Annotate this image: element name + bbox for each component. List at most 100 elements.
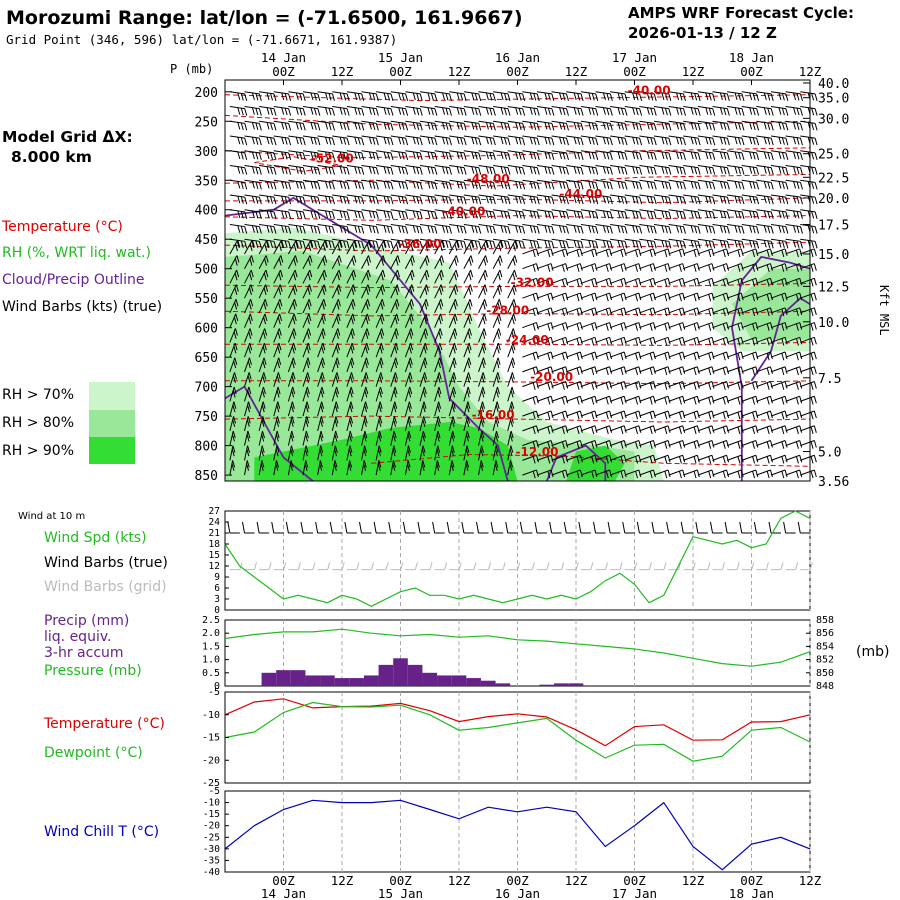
- wind-barb: [712, 120, 730, 131]
- wind-barb: [346, 401, 354, 417]
- wind-barb: [419, 386, 427, 402]
- wind-barb: [566, 135, 584, 146]
- pressure-unit: (mb): [856, 644, 889, 660]
- isotherm: [224, 147, 811, 159]
- wind-barb: [317, 357, 326, 373]
- wind-barb: [683, 135, 701, 146]
- wind-barb: [448, 430, 456, 446]
- wind-barb: [551, 223, 569, 234]
- wind-barb: [478, 299, 488, 314]
- wind-barb: [770, 381, 788, 390]
- wind-barb: [404, 342, 414, 358]
- wind-barb: [404, 372, 413, 387]
- wind-barb: [522, 351, 539, 361]
- wind-barb: [522, 179, 540, 190]
- wind-barb: [609, 454, 627, 464]
- wind-barb: [258, 269, 269, 284]
- wind-barb: [668, 135, 686, 146]
- wind-barb: [244, 240, 255, 255]
- wind-barb: [448, 284, 459, 299]
- wind-barb: [741, 454, 759, 464]
- wind-barb: [770, 469, 788, 479]
- wind-barb: [390, 416, 397, 431]
- wind-barb: [668, 381, 686, 390]
- wind-barb: [580, 120, 599, 131]
- wind-barb: [375, 299, 385, 314]
- wind-barb: [770, 135, 789, 146]
- wind-barb: [404, 357, 413, 373]
- wind-barb: [361, 269, 371, 284]
- wind-barb: [653, 263, 671, 272]
- wind-barb: [492, 240, 503, 255]
- wind-barb-grid: [551, 562, 565, 571]
- precip-bar: [437, 675, 452, 686]
- wind-barb: [595, 263, 613, 272]
- wind-barb: [361, 299, 371, 314]
- wind-barb: [639, 351, 656, 361]
- wind-barb: [434, 372, 442, 387]
- wind-barb: [507, 106, 526, 116]
- wind-barb: [434, 255, 445, 269]
- wind-barb: [595, 440, 613, 449]
- wind-barb: [244, 269, 254, 284]
- wind-barb: [258, 313, 268, 328]
- wind-barb: [551, 238, 569, 249]
- wind-barb: [536, 179, 555, 190]
- wind-barb: [434, 357, 443, 373]
- wind-barb: [375, 445, 382, 461]
- wind-barb: [244, 120, 262, 131]
- wind-barb: [595, 106, 613, 116]
- wind-barb-true: [402, 521, 416, 534]
- wind-barb: [229, 313, 239, 328]
- wind-barb: [463, 179, 482, 190]
- wind-barb-true: [753, 521, 767, 534]
- wind-barb: [463, 416, 471, 431]
- wind-barb: [404, 284, 415, 299]
- wind-barb: [785, 248, 803, 258]
- legend-liq-equiv: liq. equiv.: [44, 629, 111, 645]
- wind-barb: [653, 322, 671, 331]
- dewpoint-line: [224, 701, 811, 762]
- wind-barb: [507, 313, 517, 328]
- wind-barb: [302, 269, 313, 284]
- wind-barb: [258, 255, 269, 269]
- wind-barb: [610, 120, 628, 131]
- wind-barb: [317, 372, 325, 387]
- wind-barb-true: [593, 521, 606, 534]
- wind-barb: [302, 238, 321, 249]
- bottom-time-tick-label: 00Z: [506, 873, 529, 888]
- wind-barb: [522, 277, 539, 287]
- wind-barb: [595, 322, 613, 331]
- isotherm-label: -48.00: [467, 172, 510, 186]
- wind-barb: [580, 106, 599, 116]
- wind-barb: [536, 263, 554, 272]
- wind-barb: [741, 263, 759, 272]
- y-tick-label: 0: [214, 605, 220, 616]
- temperature-panel: -5 -10 -15 -20 -25: [202, 687, 811, 789]
- wind-barb: [302, 179, 321, 190]
- wind-barb: [756, 263, 773, 272]
- wind-barb: [492, 313, 502, 328]
- wind-barb-grid: [610, 562, 623, 571]
- wind-barb: [259, 223, 277, 234]
- wind-barb: [800, 292, 817, 302]
- wind-barb: [331, 240, 343, 255]
- wind-barb: [639, 150, 657, 160]
- wind-barb: [288, 120, 306, 131]
- wind-barb-grid: [463, 562, 477, 571]
- wind-barb: [419, 91, 438, 102]
- wind-barb: [478, 179, 496, 190]
- wind-barb: [463, 372, 471, 387]
- wind-barb: [507, 150, 526, 160]
- wind-barb: [683, 395, 700, 405]
- y-tick-label: 9: [214, 572, 220, 583]
- wind-barb: [624, 165, 643, 175]
- wind-barb-grid: [288, 562, 301, 571]
- wind-barb: [449, 223, 467, 234]
- height-tick-label: 10.0: [818, 316, 849, 331]
- wind-barb: [434, 238, 452, 249]
- wind-barb: [258, 240, 269, 255]
- wind-barb-true: [695, 521, 708, 534]
- wind-barb: [361, 284, 371, 299]
- wind-barb: [302, 328, 312, 343]
